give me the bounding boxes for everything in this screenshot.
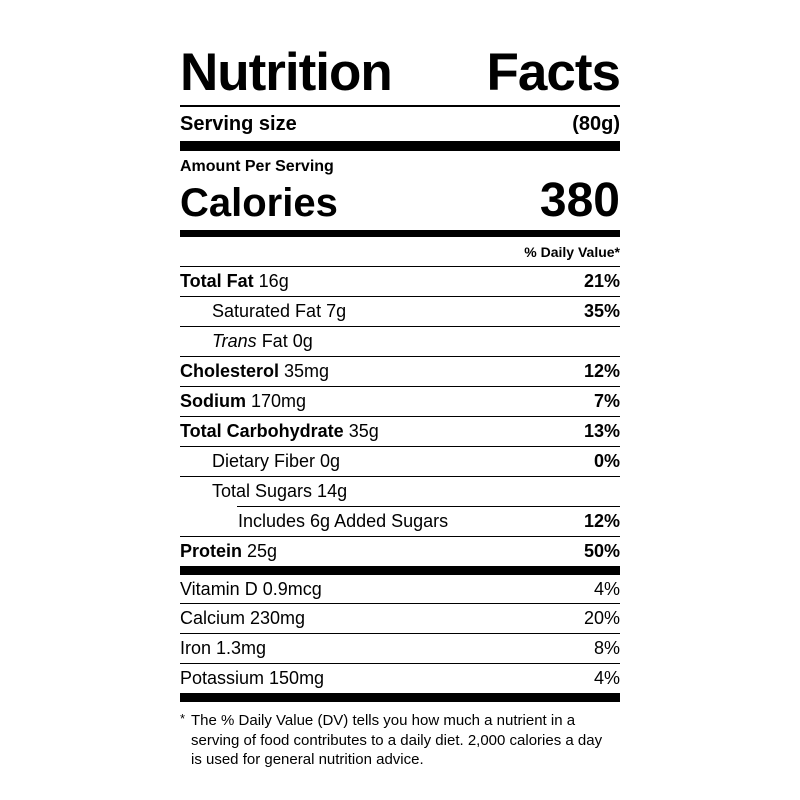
- title-divider: [180, 105, 620, 107]
- nutrient-row: Potassium 150mg 4%: [180, 663, 620, 693]
- daily-value: 21%: [583, 271, 620, 291]
- daily-value: 12%: [583, 510, 620, 531]
- footnote-asterisk: *: [180, 711, 186, 727]
- nutrient-row: Saturated Fat 7g 35%: [180, 295, 620, 326]
- calories-value: 380: [539, 174, 620, 227]
- nutrition-facts-label: Nutrition Facts Serving size (80g) Amoun…: [180, 43, 621, 770]
- daily-value: 0%: [593, 450, 620, 471]
- thick-divider-bar: [180, 693, 620, 703]
- nutrient-name: Potassium 150mg: [180, 668, 325, 689]
- nutrient-name: Total Fat 16g: [180, 271, 289, 291]
- calories-label: Calories: [180, 181, 338, 225]
- thick-divider-bar: [180, 565, 620, 575]
- nutrient-name: Saturated Fat 7g: [212, 300, 347, 321]
- nutrient-name: Sodium 170mg: [180, 390, 307, 411]
- nutrient-row: Total Carbohydrate 35g 13%: [180, 415, 620, 446]
- main-nutrient-rows: Total Fat 16g 21% Saturated Fat 7g 35% Trans…: [180, 267, 620, 566]
- daily-value: 13%: [583, 420, 620, 441]
- daily-value: 35%: [583, 300, 620, 321]
- nutrient-row: Dietary Fiber 0g 0%: [180, 445, 620, 476]
- nutrient-name: Total Carbohydrate 35g: [180, 420, 379, 441]
- daily-value: 8%: [593, 638, 620, 659]
- daily-value: 7%: [593, 390, 620, 411]
- nutrient-name: Trans Fat 0g: [212, 330, 313, 351]
- partial-divider: [237, 505, 620, 507]
- nutrient-name: Total Sugars 14g: [212, 480, 348, 501]
- nutrient-row: Protein 25g 50%: [180, 535, 620, 566]
- serving-size-value: (80g): [572, 113, 620, 135]
- calories-row: Calories 380: [180, 177, 620, 225]
- amount-per-serving-label: Amount Per Serving: [180, 158, 334, 175]
- nutrient-name: Calcium 230mg: [180, 608, 306, 629]
- nutrient-row: Vitamin D 0.9mcg 4%: [180, 575, 620, 604]
- label-title: Nutrition Facts: [180, 43, 621, 102]
- footnote-text: The % Daily Value (DV) tells you how muc…: [191, 712, 603, 769]
- nutrient-name: Cholesterol 35mg: [180, 360, 330, 381]
- nutrient-row: Total Fat 16g 21%: [180, 267, 620, 296]
- vitamin-mineral-rows: Vitamin D 0.9mcg 4% Calcium 230mg 20% Iron 1…: [180, 575, 620, 694]
- footnote: * The % Daily Value (DV) tells you how m…: [180, 711, 616, 770]
- title-word-nutrition: Nutrition: [180, 43, 393, 102]
- serving-size-row: Serving size (80g): [180, 107, 620, 141]
- daily-value: 4%: [593, 668, 620, 689]
- nutrient-name: Protein 25g: [180, 540, 278, 561]
- thick-divider-bar: [180, 141, 620, 151]
- daily-value: 4%: [593, 578, 620, 599]
- nutrient-row: Total Sugars 14g: [180, 475, 620, 506]
- daily-value-header: % Daily Value*: [180, 237, 620, 267]
- nutrient-name: Includes 6g Added Sugars: [238, 510, 449, 531]
- daily-value: 50%: [583, 540, 620, 561]
- nutrient-name: Vitamin D 0.9mcg: [180, 578, 322, 599]
- nutrient-name: Iron 1.3mg: [180, 638, 267, 659]
- daily-value: 20%: [583, 608, 620, 629]
- nutrient-row: Calcium 230mg 20%: [180, 603, 620, 633]
- nutrient-row: Includes 6g Added Sugars 12%: [180, 507, 620, 536]
- nutrient-row: Iron 1.3mg 8%: [180, 633, 620, 663]
- medium-divider-bar: [180, 230, 620, 237]
- serving-size-label: Serving size: [180, 113, 297, 135]
- nutrient-row: Sodium 170mg 7%: [180, 385, 620, 416]
- title-word-facts: Facts: [486, 43, 621, 102]
- nutrient-row: Trans Fat 0g: [180, 325, 620, 356]
- nutrient-row: Cholesterol 35mg 12%: [180, 355, 620, 386]
- nutrient-name: Dietary Fiber 0g: [212, 450, 341, 471]
- daily-value: 12%: [583, 360, 620, 381]
